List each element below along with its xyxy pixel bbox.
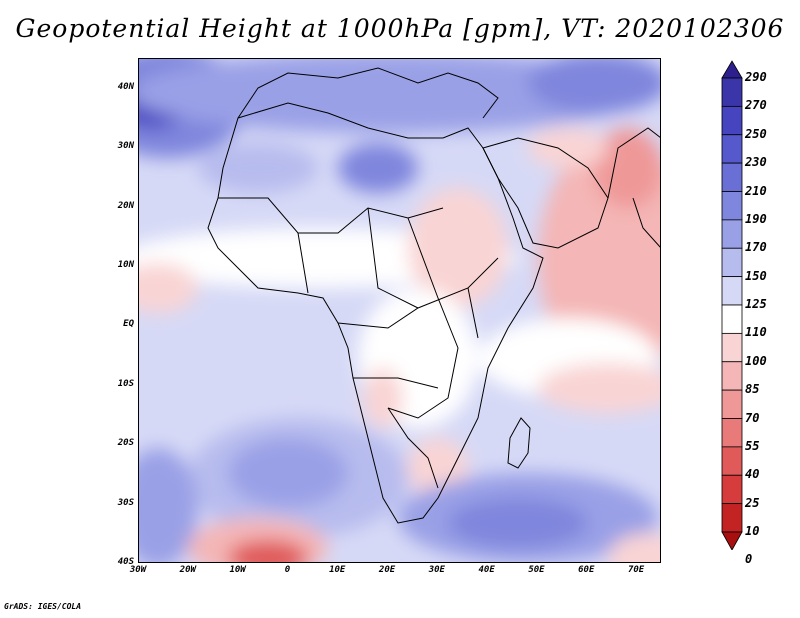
colorbar-swatch bbox=[721, 191, 743, 221]
colorbar-level-label: 0 bbox=[745, 552, 753, 567]
colorbar-swatch bbox=[721, 304, 743, 334]
lon-tick-label: 10E bbox=[329, 565, 346, 575]
lon-tick-label: 30W bbox=[129, 565, 147, 575]
lon-tick-label: 20W bbox=[179, 565, 196, 575]
colorbar-swatch bbox=[721, 503, 743, 533]
colorbar-level-label: 55 bbox=[745, 438, 760, 453]
geopotential-map[interactable] bbox=[138, 58, 661, 563]
lon-tick-label: 40E bbox=[478, 565, 495, 575]
lon-tick-label: 0 bbox=[284, 565, 291, 575]
colorbar-swatch bbox=[721, 446, 743, 476]
lon-tick-label: 70E bbox=[627, 565, 645, 575]
colorbar-swatch bbox=[721, 60, 743, 79]
lon-tick-label: 30E bbox=[428, 565, 445, 575]
coastlines bbox=[207, 67, 661, 524]
lon-tick-label: 60E bbox=[578, 565, 595, 575]
colorbar-swatch bbox=[721, 105, 743, 136]
colorbar bbox=[721, 60, 743, 550]
lon-tick-label: 20E bbox=[378, 565, 396, 575]
colorbar-swatch bbox=[721, 162, 743, 192]
lat-tick-label: 40S bbox=[117, 557, 134, 567]
colorbar-level-label: 125 bbox=[745, 297, 767, 311]
colorbar-swatch bbox=[721, 276, 743, 306]
lat-tick-label: 40N bbox=[117, 81, 134, 92]
colorbar-swatch bbox=[721, 247, 743, 278]
map-panel[interactable] bbox=[138, 58, 661, 563]
colorbar-level-label: 290 bbox=[745, 70, 767, 84]
colorbar-level-label: 10 bbox=[745, 524, 760, 538]
lon-tick-label: 50E bbox=[528, 565, 545, 575]
colorbar-level-label: 25 bbox=[745, 495, 760, 510]
colorbar-level-label: 170 bbox=[745, 240, 767, 255]
colorbar-level-label: 230 bbox=[745, 155, 767, 170]
colorbar-swatch bbox=[721, 219, 743, 249]
lat-tick-label: EQ bbox=[123, 319, 134, 330]
lat-tick-label: 10N bbox=[117, 259, 134, 270]
colorbar-level-label: 250 bbox=[745, 126, 767, 141]
lon-tick-label: 10W bbox=[229, 565, 246, 575]
colorbar-level-label: 110 bbox=[745, 325, 767, 340]
colorbar-level-label: 190 bbox=[745, 211, 767, 226]
colorbar-swatch bbox=[721, 418, 743, 448]
lat-tick-label: 10S bbox=[117, 378, 134, 389]
colorbar-level-label: 100 bbox=[745, 353, 767, 368]
colorbar-swatch bbox=[721, 134, 743, 164]
colorbar-swatch bbox=[721, 389, 743, 419]
colorbar-level-label: 70 bbox=[745, 410, 760, 425]
colorbar-swatch bbox=[721, 332, 743, 363]
lat-tick-label: 20N bbox=[117, 200, 134, 211]
colorbar-level-label: 85 bbox=[745, 382, 760, 397]
colorbar-swatch bbox=[721, 361, 743, 391]
colorbar-level-label: 40 bbox=[745, 467, 760, 482]
lat-tick-label: 20S bbox=[117, 438, 134, 449]
credit-text: GrADS: IGES/COLA bbox=[4, 602, 82, 611]
colorbar-swatch bbox=[721, 77, 743, 107]
lat-tick-label: 30S bbox=[117, 497, 134, 508]
colorbar-swatch bbox=[721, 474, 743, 505]
map-title: Geopotential Height at 1000hPa [gpm], VT… bbox=[15, 14, 785, 43]
colorbar-level-label: 150 bbox=[745, 268, 767, 283]
lat-tick-label: 30N bbox=[117, 141, 134, 152]
map-frame bbox=[138, 58, 661, 563]
colorbar-swatch bbox=[721, 531, 743, 550]
field-shading bbox=[138, 58, 661, 563]
colorbar-level-label: 210 bbox=[745, 183, 767, 198]
colorbar-level-label: 270 bbox=[745, 98, 767, 113]
